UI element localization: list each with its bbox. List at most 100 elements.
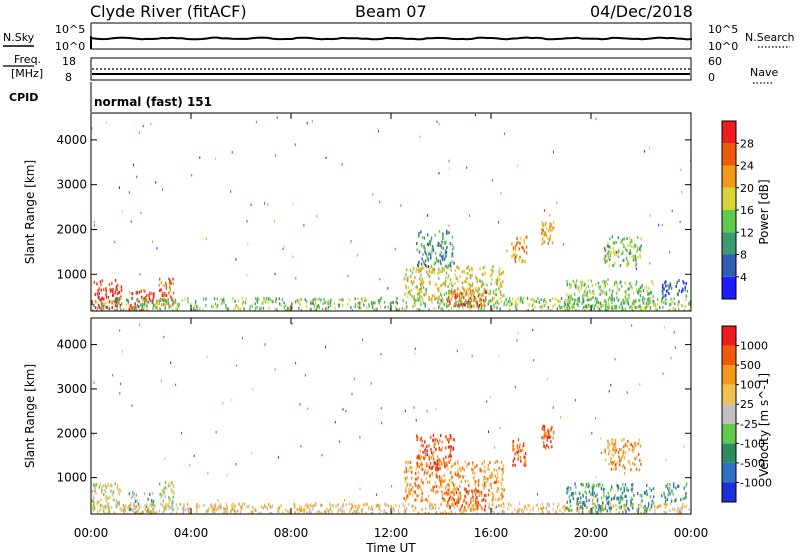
scatter-cell: [476, 507, 478, 511]
scatter-cell: [470, 289, 472, 293]
scatter-cell: [478, 502, 480, 506]
scatter-cell: [116, 505, 118, 508]
scatter-cell: [453, 261, 455, 265]
scatter-cell: [164, 480, 167, 484]
scatter-cell: [670, 356, 672, 360]
scatter-cell: [109, 288, 111, 292]
scatter-cell: [424, 468, 426, 472]
scatter-cell: [415, 467, 417, 471]
scatter-cell: [421, 468, 423, 471]
scatter-cell: [435, 511, 437, 514]
scatter-cell: [462, 295, 464, 298]
scatter-cell: [606, 501, 609, 505]
scatter-cell: [451, 294, 453, 298]
scatter-cell: [497, 475, 499, 479]
scatter-cell: [222, 402, 224, 405]
scatter-cell: [593, 496, 595, 499]
scatter-cell: [132, 163, 134, 167]
scatter-cell: [480, 493, 483, 497]
scatter-cell: [438, 267, 440, 271]
scatter-cell: [363, 504, 365, 507]
scatter-cell: [507, 507, 509, 511]
scatter-cell: [492, 289, 495, 293]
scatter-cell: [394, 305, 397, 309]
scatter-cell: [183, 508, 185, 512]
scatter-cell: [475, 497, 477, 501]
scatter-cell: [162, 489, 164, 493]
scatter-cell: [646, 301, 648, 305]
scatter-cell: [631, 239, 633, 242]
scatter-cell: [465, 280, 468, 284]
scatter-cell: [572, 497, 575, 501]
scatter-cell: [615, 306, 617, 310]
scatter-cell: [492, 265, 494, 269]
scatter-cell: [446, 298, 448, 302]
scatter-cell: [112, 293, 115, 297]
scatter-cell: [269, 298, 271, 302]
scatter-cell: [454, 512, 457, 514]
scatter-cell: [433, 271, 435, 275]
scatter-cell: [440, 292, 442, 296]
scatter-cell: [479, 299, 481, 303]
scatter-cell: [300, 506, 303, 510]
scatter-cell: [467, 479, 469, 483]
scatter-cell: [358, 305, 361, 309]
scatter-cell: [438, 460, 441, 464]
scatter-cell: [531, 297, 533, 301]
scatter-cell: [219, 505, 221, 509]
scatter-cell: [528, 504, 530, 508]
scatter-cell: [491, 503, 494, 507]
scatter-cell: [646, 483, 648, 487]
scatter-cell: [638, 468, 641, 472]
scatter-cell: [468, 489, 470, 493]
scatter-cell: [95, 491, 97, 495]
scatter-cell: [442, 511, 444, 514]
scatter-cell: [592, 489, 594, 493]
scatter-cell: [429, 253, 432, 257]
scatter-cell: [464, 279, 466, 283]
x-axis-label: Time UT: [365, 541, 416, 554]
scatter-cell: [421, 290, 423, 293]
scatter-cell: [433, 443, 435, 447]
scatter-cell: [371, 305, 374, 309]
scatter-cell: [462, 499, 465, 503]
scatter-cell: [442, 232, 444, 236]
scatter-cell: [437, 455, 439, 459]
scatter-cell: [452, 504, 454, 508]
scatter-cell: [597, 510, 599, 514]
scatter-cell: [641, 298, 644, 302]
scatter-cell: [626, 249, 628, 253]
scatter-cell: [595, 282, 597, 286]
scatter-cell: [136, 175, 138, 179]
scatter-cell: [652, 495, 655, 499]
scatter-cell: [149, 503, 152, 507]
scatter-cell: [470, 305, 473, 309]
scatter-cell: [163, 294, 165, 298]
scatter-cell: [420, 300, 422, 304]
scatter-cell: [427, 214, 428, 217]
scatter-cell: [111, 493, 114, 497]
scatter-cell: [430, 488, 432, 492]
scatter-cell: [584, 289, 586, 293]
scatter-cell: [642, 296, 644, 300]
scatter-cell: [120, 285, 123, 289]
scatter-cell: [590, 291, 592, 295]
scatter-cell: [99, 498, 102, 502]
scatter-cell: [440, 245, 443, 249]
colorbar-tick-label: -500: [740, 457, 765, 470]
scatter-cell: [448, 492, 450, 496]
scatter-cell: [541, 228, 543, 232]
scatter-cell: [214, 302, 217, 306]
scatter-cell: [578, 299, 580, 303]
scatter-cell: [633, 447, 635, 451]
scatter-cell: [423, 292, 425, 296]
scatter-cell: [295, 277, 297, 280]
scatter-cell: [423, 472, 425, 476]
scatter-cell: [465, 293, 467, 297]
scatter-cell: [686, 482, 688, 486]
scatter-cell: [327, 309, 329, 311]
scatter-cell: [352, 505, 354, 509]
scatter-cell: [396, 300, 398, 304]
scatter-cell: [398, 504, 401, 508]
scatter-cell: [488, 489, 490, 492]
